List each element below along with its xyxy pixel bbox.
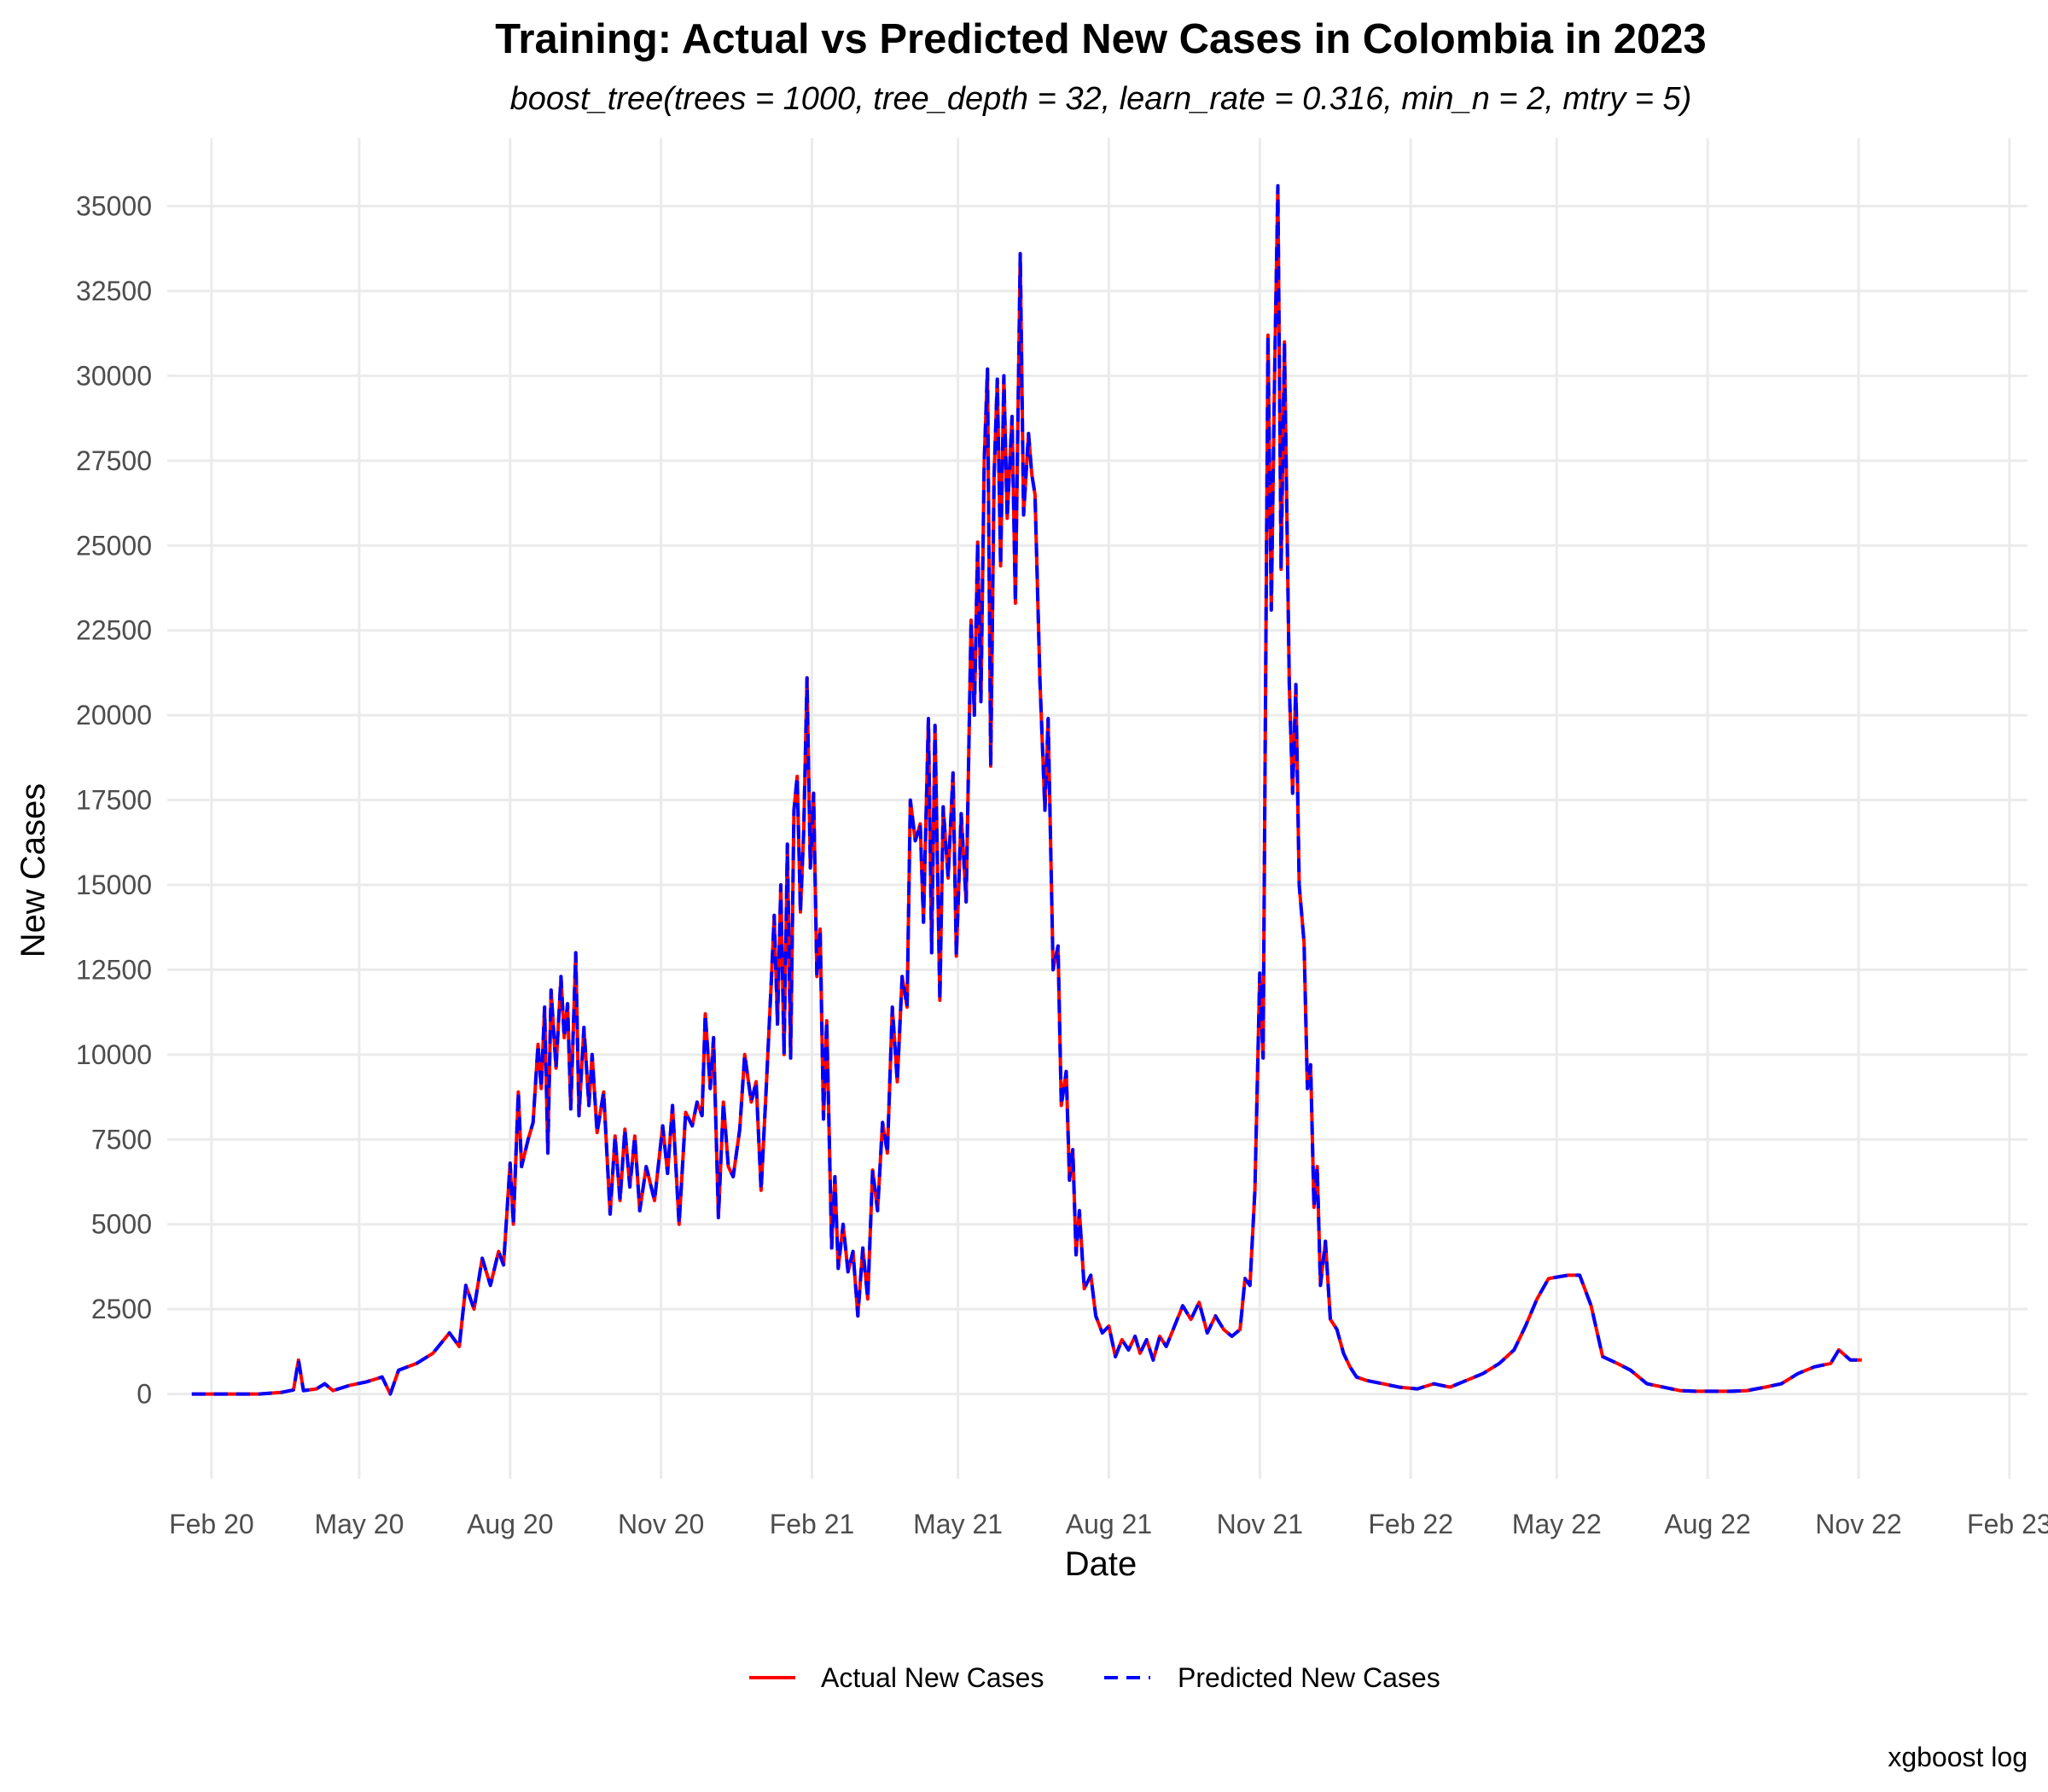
series-line-actual — [191, 183, 1862, 1396]
y-tick-label: 32500 — [76, 276, 152, 306]
y-tick-label: 25000 — [76, 530, 152, 561]
y-tick-label: 7500 — [91, 1124, 152, 1155]
y-tick-label: 12500 — [76, 954, 152, 985]
y-tick-label: 10000 — [76, 1039, 152, 1070]
x-tick-label: May 21 — [913, 1509, 1003, 1539]
y-tick-label: 15000 — [76, 870, 152, 900]
chart-title: Training: Actual vs Predicted New Cases … — [495, 16, 1707, 62]
chart-subtitle: boost_tree(trees = 1000, tree_depth = 32… — [510, 81, 1692, 117]
x-tick-label: Nov 20 — [618, 1509, 704, 1539]
x-tick-label: Nov 22 — [1815, 1509, 1901, 1539]
y-tick-label: 0 — [137, 1379, 152, 1410]
y-tick-label: 5000 — [91, 1209, 152, 1240]
y-tick-labels: 0 2500 5000 7500 10000 12500 15000 17500 20000 22… — [76, 191, 152, 1410]
y-tick-label: 2500 — [91, 1294, 152, 1324]
legend: Actual New Cases Predicted New Cases — [749, 1662, 1440, 1693]
y-tick-label: 20000 — [76, 700, 152, 730]
y-tick-label: 30000 — [76, 360, 152, 391]
x-tick-label: Feb 21 — [770, 1509, 855, 1539]
legend-label-actual: Actual New Cases — [821, 1662, 1044, 1693]
x-tick-label: May 22 — [1512, 1509, 1602, 1539]
x-tick-label: Aug 21 — [1066, 1509, 1152, 1539]
x-tick-label: Nov 21 — [1217, 1509, 1303, 1539]
x-tick-label: Feb 23 — [1967, 1509, 2048, 1539]
y-tick-label: 22500 — [76, 615, 152, 646]
y-tick-label: 17500 — [76, 785, 152, 816]
x-tick-label: Feb 20 — [169, 1509, 254, 1539]
grid-lines — [167, 138, 2028, 1479]
x-tick-label: Aug 22 — [1664, 1509, 1750, 1539]
x-tick-label: Feb 22 — [1368, 1509, 1453, 1539]
series-lines — [191, 183, 1862, 1396]
series-line-predicted — [191, 183, 1862, 1396]
caption: xgboost log — [1888, 1742, 2028, 1772]
x-axis-title: Date — [1065, 1545, 1137, 1583]
y-tick-label: 35000 — [76, 191, 152, 222]
x-tick-label: Aug 20 — [467, 1509, 553, 1539]
y-axis-title: New Cases — [15, 783, 52, 958]
legend-label-predicted: Predicted New Cases — [1178, 1662, 1440, 1693]
y-tick-label: 27500 — [76, 445, 152, 476]
x-tick-labels: Feb 20 May 20 Aug 20 Nov 20 Feb 21 May 21 Aug … — [169, 1509, 2048, 1539]
x-tick-label: May 20 — [314, 1509, 404, 1539]
